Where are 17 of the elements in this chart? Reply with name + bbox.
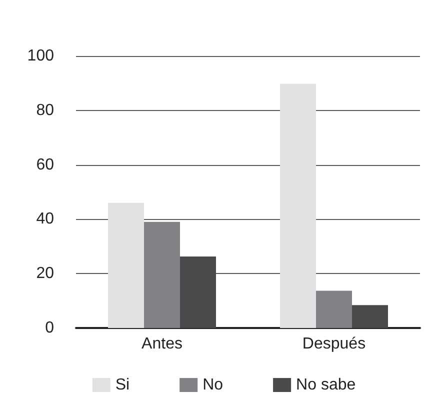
x-tick-label: Antes (142, 336, 182, 352)
legend-label: No sabe (296, 376, 356, 394)
y-tick-label: 40 (36, 210, 54, 228)
bar (144, 222, 180, 328)
bar (316, 290, 352, 328)
bar (108, 202, 144, 328)
bar (180, 256, 216, 328)
y-tick-label: 80 (36, 102, 54, 119)
y-tick-label: 20 (36, 265, 54, 282)
x-tick-label: Después (302, 336, 366, 352)
legend-label: Si (115, 376, 130, 394)
y-tick-label: 0 (45, 320, 54, 336)
y-tick-label: 60 (36, 156, 54, 174)
bar (280, 84, 316, 328)
bar (352, 305, 388, 328)
y-tick-label: 100 (27, 48, 54, 64)
legend-label: No (202, 376, 224, 394)
